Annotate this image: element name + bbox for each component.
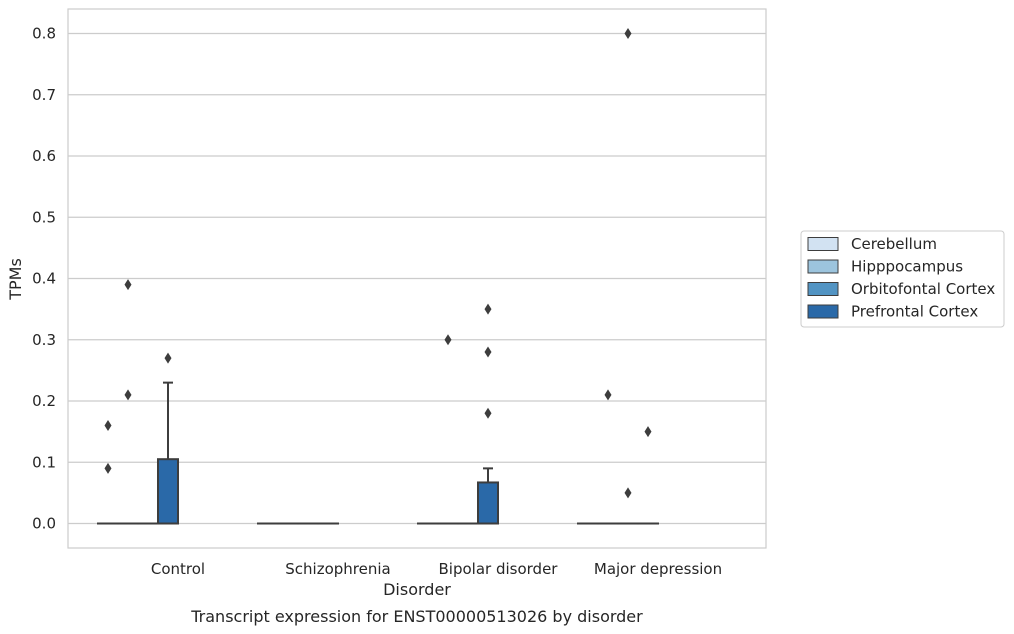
legend-swatch xyxy=(807,237,839,251)
y-tick-labels: 0.0 0.1 0.2 0.3 0.4 0.5 0.6 0.7 0.8 xyxy=(32,25,56,533)
legend-label: Prefrontal Cortex xyxy=(851,303,978,321)
outlier-point xyxy=(104,420,112,431)
outlier-point xyxy=(124,279,132,291)
y-tick-label: 0.6 xyxy=(32,147,56,165)
x-tick-labels: Control Schizophrenia Bipolar disorder Majo… xyxy=(151,560,722,578)
boxes xyxy=(97,381,659,525)
outlier-point xyxy=(104,462,112,474)
outlier-point xyxy=(484,407,492,419)
box-prefrontal-cortex xyxy=(477,481,499,525)
legend-label: Hipppocampus xyxy=(851,258,963,276)
gridlines xyxy=(68,32,766,525)
y-tick-label: 0.8 xyxy=(32,25,56,43)
legend-swatch xyxy=(807,282,839,296)
y-tick-label: 0.3 xyxy=(32,331,56,349)
outlier-point xyxy=(164,352,172,364)
y-tick-label: 0.4 xyxy=(32,270,56,288)
plot-area-frame xyxy=(67,8,767,549)
outlier-point xyxy=(484,303,492,315)
legend-swatch xyxy=(807,259,839,274)
legend-label: Orbitofontal Cortex xyxy=(851,280,995,298)
y-axis-title: TPMs xyxy=(6,258,25,301)
outlier-point xyxy=(604,389,612,401)
box-prefrontal-cortex xyxy=(157,458,179,525)
y-tick-label: 0.1 xyxy=(32,453,56,471)
legend-swatch xyxy=(807,304,839,319)
outliers xyxy=(104,28,652,499)
legend-frame xyxy=(800,230,1005,328)
legend: Cerebellum Hipppocampus Orbitofontal Corte… xyxy=(800,230,1005,328)
y-tick-label: 0.7 xyxy=(32,86,56,104)
legend-label: Cerebellum xyxy=(851,235,937,253)
outlier-point xyxy=(624,487,632,499)
x-tick-label: Major depression xyxy=(594,560,722,578)
chart-caption: Transcript expression for ENST0000051302… xyxy=(190,607,643,626)
x-axis-title: Disorder xyxy=(383,580,451,599)
x-tick-label: Control xyxy=(151,560,205,578)
outlier-point xyxy=(624,28,632,39)
x-tick-label: Bipolar disorder xyxy=(439,560,559,578)
outlier-point xyxy=(644,426,652,438)
x-tick-label: Schizophrenia xyxy=(285,560,390,578)
outlier-point xyxy=(484,346,492,358)
outlier-point xyxy=(444,334,452,346)
y-tick-label: 0.0 xyxy=(32,515,56,533)
y-tick-label: 0.5 xyxy=(32,208,56,226)
outlier-point xyxy=(124,389,132,401)
y-tick-label: 0.2 xyxy=(32,392,56,410)
